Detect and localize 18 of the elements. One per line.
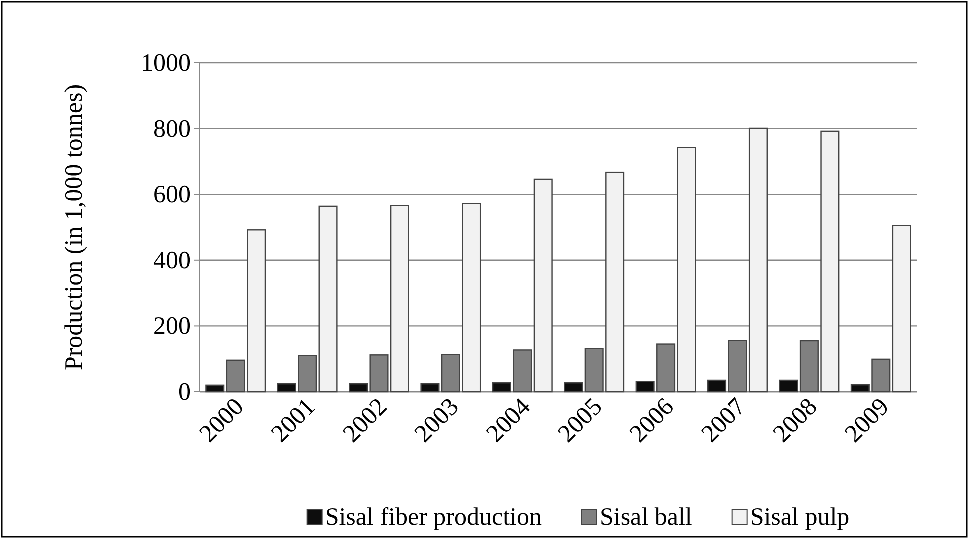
legend-label: Sisal pulp: [750, 504, 850, 531]
y-tick-label: 1000: [141, 50, 191, 77]
bar: [206, 384, 225, 393]
bar: [564, 382, 584, 393]
bar: [892, 225, 912, 393]
bar: [677, 147, 696, 393]
y-tick-label: 800: [154, 116, 191, 143]
legend-label: Sisal fiber production: [325, 504, 542, 531]
bar: [779, 380, 798, 393]
bar: [420, 384, 440, 393]
y-tick-label: 600: [154, 182, 191, 209]
legend-label: Sisal ball: [600, 504, 692, 531]
y-tick-label: 200: [154, 313, 191, 340]
y-tick-label: 400: [154, 247, 191, 274]
bar: [534, 178, 553, 393]
y-tick-label: 0: [178, 379, 191, 406]
y-axis-title: Production (in 1,000 tonnes): [61, 84, 88, 371]
bar: [318, 206, 338, 393]
